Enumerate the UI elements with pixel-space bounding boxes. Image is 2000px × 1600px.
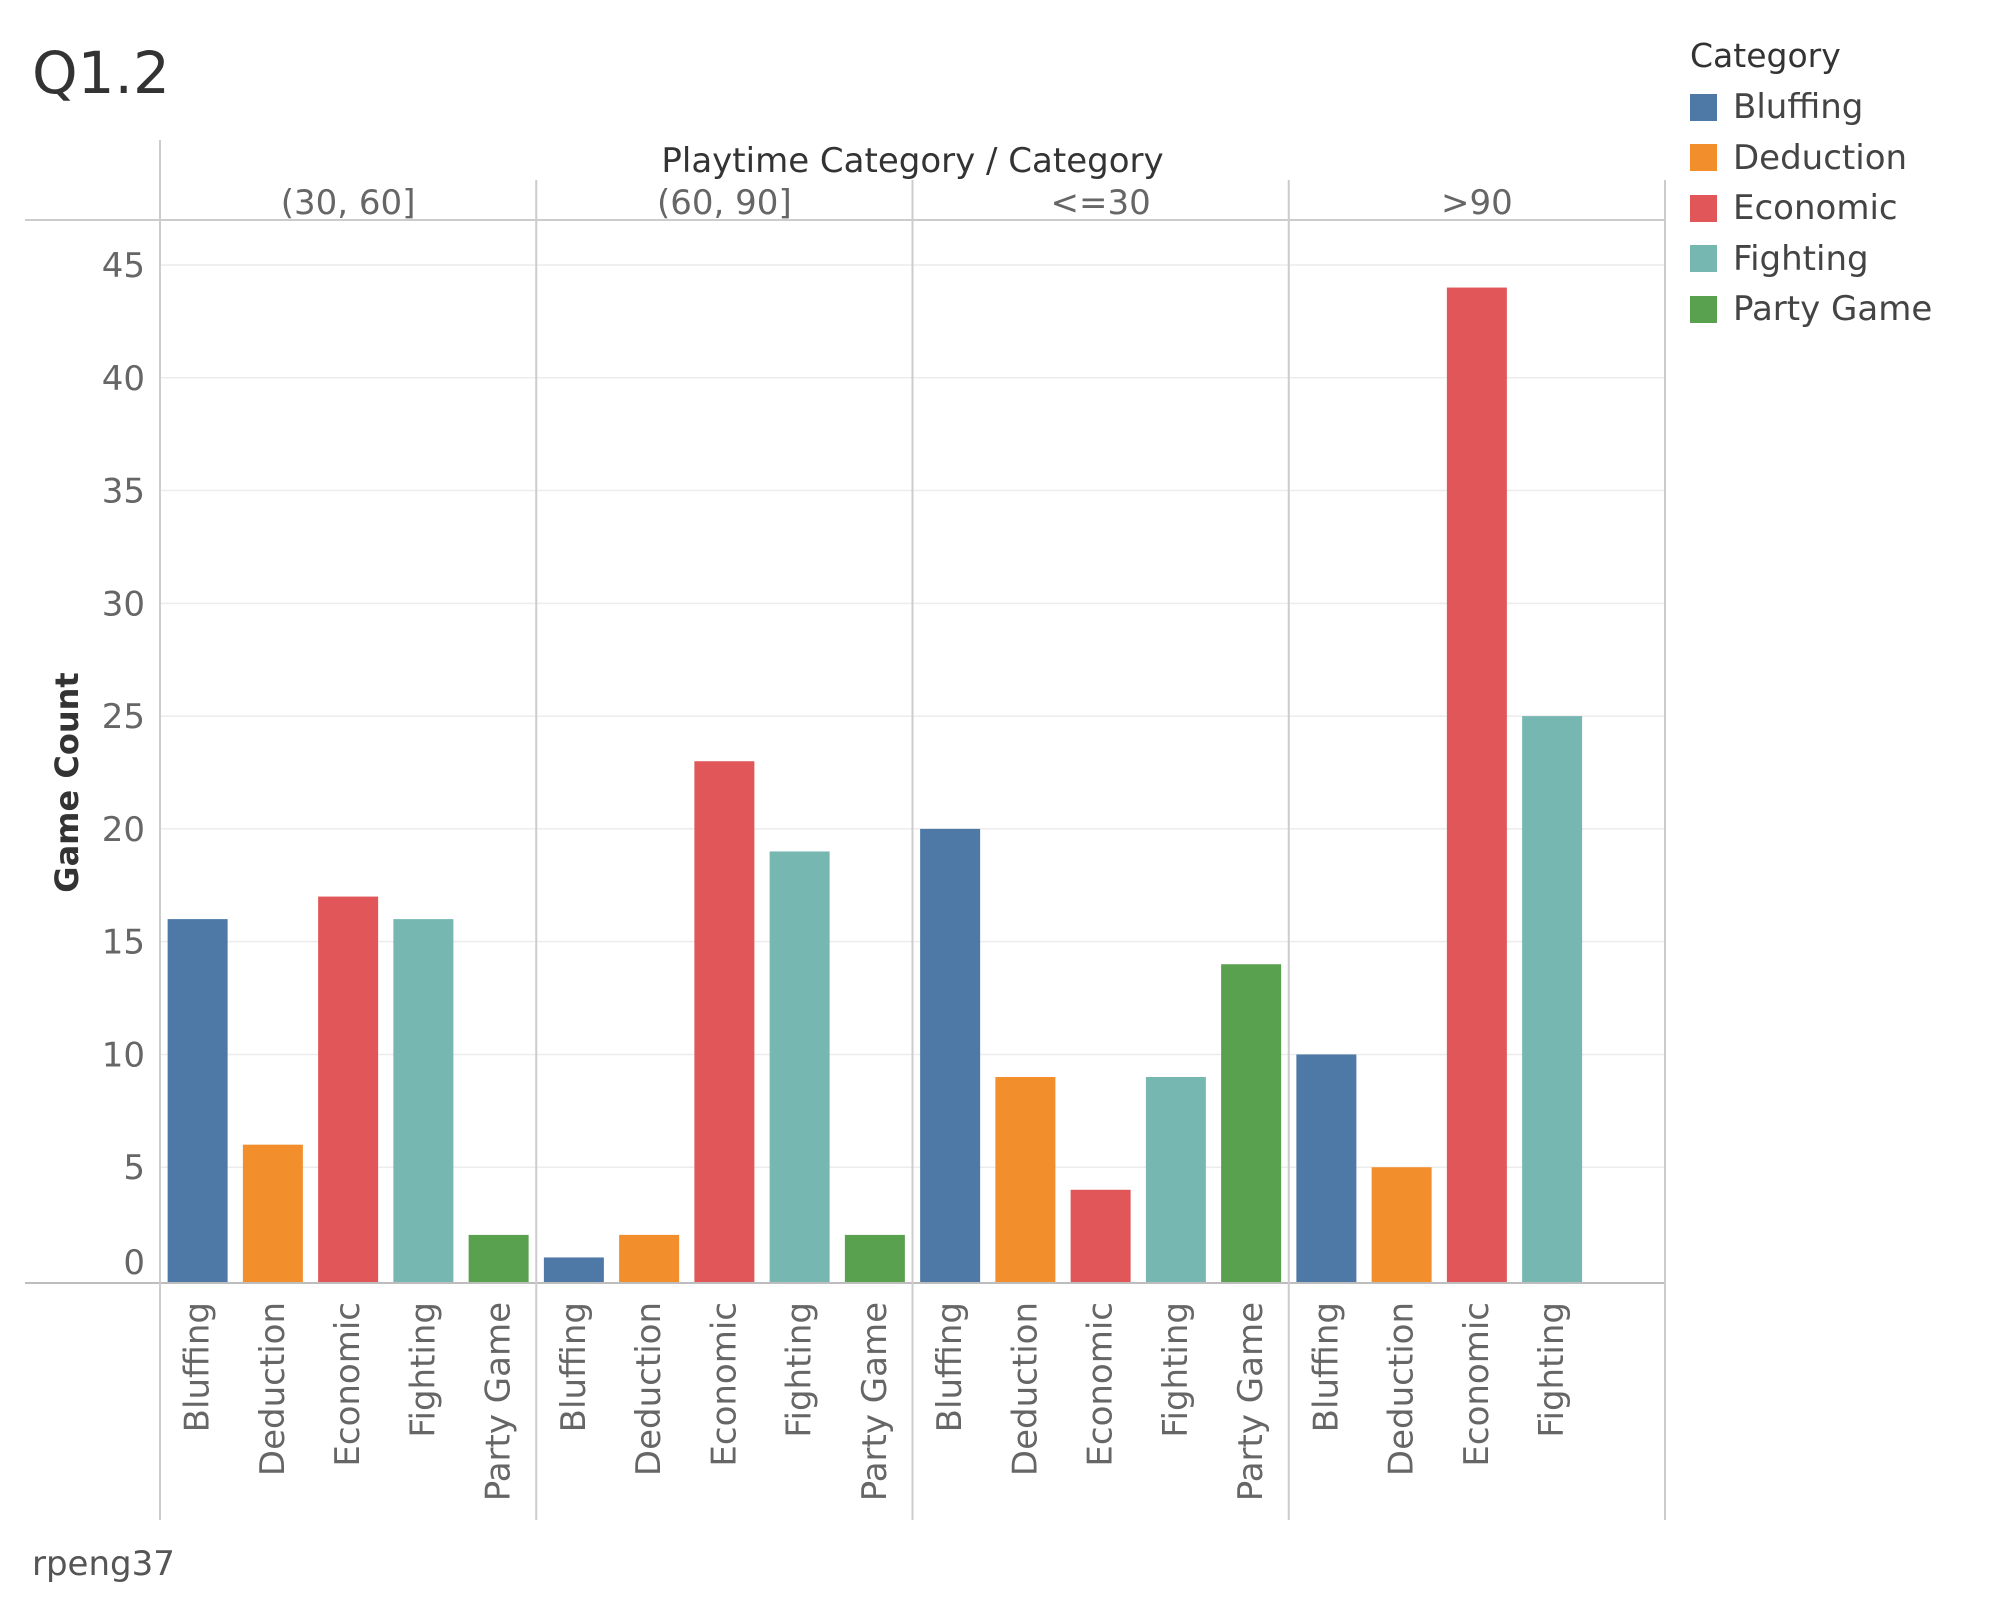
legend-label: Deduction bbox=[1733, 137, 1908, 178]
x-tick-label: Party Game bbox=[855, 1302, 895, 1501]
x-tick-label: Fighting bbox=[780, 1302, 820, 1438]
bar bbox=[1145, 1077, 1206, 1282]
bar bbox=[920, 828, 981, 1282]
pane-header-label: (30, 60] bbox=[281, 183, 416, 223]
bar bbox=[318, 896, 379, 1282]
y-tick-label: 15 bbox=[102, 923, 145, 963]
x-tick-label: Bluffing bbox=[1306, 1302, 1346, 1432]
legend-item-deduction[interactable]: Deduction bbox=[1690, 133, 1990, 184]
legend-title: Category bbox=[1690, 36, 1841, 75]
legend-label: Economic bbox=[1733, 188, 1898, 229]
x-tick-label: Bluffing bbox=[930, 1302, 970, 1432]
x-tick-label: Deduction bbox=[1005, 1302, 1045, 1476]
legend-item-party-game[interactable]: Party Game bbox=[1690, 284, 1990, 335]
pane-header-label: <=30 bbox=[1051, 183, 1151, 223]
y-tick-label: 25 bbox=[102, 697, 145, 737]
x-tick-label: Deduction bbox=[253, 1302, 293, 1476]
y-axis-title: Game Count bbox=[48, 672, 86, 892]
bar bbox=[1522, 716, 1583, 1282]
y-tick-label: 45 bbox=[102, 246, 145, 286]
bar bbox=[167, 919, 228, 1282]
bars bbox=[167, 287, 1583, 1282]
x-tick-label: Deduction bbox=[629, 1302, 669, 1476]
bar bbox=[1296, 1054, 1357, 1282]
header-title: Playtime Category / Category bbox=[661, 141, 1163, 181]
legend-label: Party Game bbox=[1733, 289, 1933, 330]
pane-header-label: >90 bbox=[1441, 183, 1513, 223]
bar bbox=[1371, 1167, 1432, 1282]
bar bbox=[844, 1234, 905, 1282]
axis-labels: 0 5 10 15 20 25 30 35 40 45 Playtime Category / Ca… bbox=[48, 141, 1572, 1501]
y-tick-label: 5 bbox=[123, 1148, 145, 1188]
x-tick-label: Deduction bbox=[1382, 1302, 1422, 1476]
x-tick-label: Fighting bbox=[403, 1302, 443, 1438]
legend-label: Bluffing bbox=[1733, 87, 1864, 128]
bar bbox=[393, 919, 454, 1282]
sheet-title: Q1.2 bbox=[32, 39, 170, 107]
x-tick-label: Economic bbox=[1081, 1302, 1121, 1467]
bar bbox=[1070, 1189, 1131, 1282]
x-tick-label: Fighting bbox=[1156, 1302, 1196, 1438]
y-tick-label: 10 bbox=[102, 1035, 145, 1075]
bar bbox=[619, 1234, 680, 1282]
legend-label: Fighting bbox=[1733, 238, 1869, 279]
y-tick-label: 35 bbox=[102, 472, 145, 512]
legend-swatch bbox=[1690, 93, 1717, 121]
x-tick-label: Economic bbox=[328, 1302, 368, 1467]
pane-header-label: (60, 90] bbox=[657, 183, 792, 223]
x-tick-label: Economic bbox=[704, 1302, 744, 1467]
legend-swatch bbox=[1690, 144, 1717, 172]
x-tick-label: Economic bbox=[1457, 1302, 1497, 1467]
y-tick-label: 20 bbox=[102, 810, 145, 850]
bar bbox=[1221, 964, 1282, 1282]
y-tick-label: 30 bbox=[102, 584, 145, 624]
x-tick-label: Fighting bbox=[1532, 1302, 1572, 1438]
legend-item-economic[interactable]: Economic bbox=[1690, 183, 1990, 234]
bar bbox=[543, 1257, 604, 1282]
legend-swatch bbox=[1690, 194, 1717, 222]
bar bbox=[694, 761, 755, 1282]
x-tick-label: Party Game bbox=[479, 1302, 519, 1501]
bar bbox=[242, 1144, 303, 1282]
bar bbox=[1446, 287, 1507, 1282]
y-tick-label: 40 bbox=[102, 359, 145, 399]
legend: Category Bluffing Deduction Economic Fig… bbox=[1690, 36, 1990, 335]
legend-swatch bbox=[1690, 245, 1717, 273]
footer-text: rpeng37 bbox=[32, 1544, 175, 1584]
bar bbox=[995, 1077, 1056, 1282]
chart-frame bbox=[25, 140, 1666, 1520]
legend-item-fighting[interactable]: Fighting bbox=[1690, 234, 1990, 285]
legend-swatch bbox=[1690, 295, 1717, 323]
x-tick-label: Party Game bbox=[1231, 1302, 1271, 1501]
legend-item-bluffing[interactable]: Bluffing bbox=[1690, 82, 1990, 133]
bar bbox=[769, 851, 830, 1282]
x-tick-label: Bluffing bbox=[178, 1302, 218, 1432]
bar bbox=[468, 1234, 529, 1282]
x-tick-label: Bluffing bbox=[554, 1302, 594, 1432]
y-tick-label: 0 bbox=[123, 1243, 145, 1283]
